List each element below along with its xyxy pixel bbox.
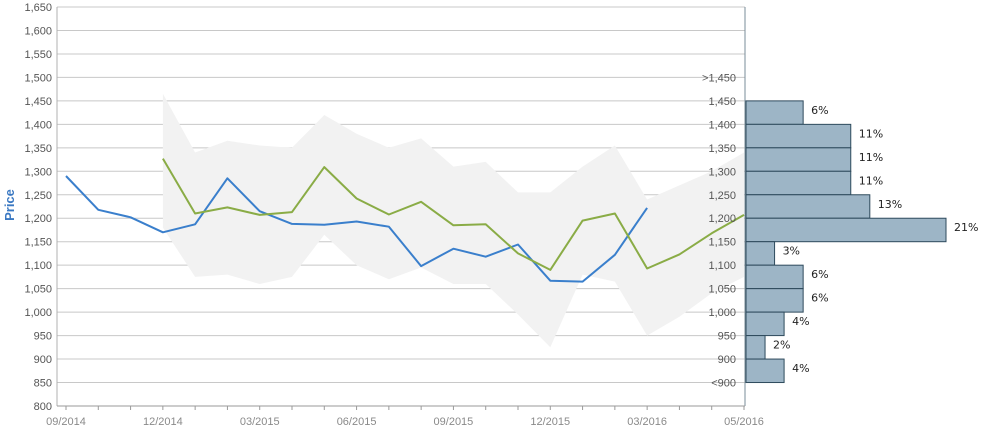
distribution-bin-label: 1,150 [708, 237, 736, 249]
label-layer: Price [2, 189, 17, 221]
distribution-bin-label: 950 [718, 331, 736, 343]
distribution-bin-label: 1,350 [708, 143, 736, 155]
x-tick-label: 05/2016 [724, 416, 764, 428]
distribution-bar [745, 194, 871, 219]
y-tick-label: 900 [34, 354, 52, 366]
y-tick-label: 1,250 [24, 190, 52, 202]
distribution-bar-percent: 11% [859, 127, 883, 140]
y-tick-label: 1,450 [24, 96, 52, 108]
distribution-bin-label: 1,000 [708, 307, 736, 319]
distribution-bar-percent: 6% [811, 104, 828, 117]
distribution-bin-label: 1,400 [708, 119, 736, 131]
y-tick-label: 1,650 [24, 2, 52, 14]
y-tick-label: 1,600 [24, 25, 52, 37]
distribution-bar-percent: 2% [773, 339, 790, 352]
distribution-bar [745, 335, 766, 360]
series-line-green [162, 158, 745, 271]
y-tick-label: 1,400 [24, 119, 52, 131]
axis-layer: 800 850 900 950 1,000 1,050 1,100 1,150 1,200 1,2… [24, 2, 763, 428]
distribution-bar [745, 217, 947, 243]
distribution-bar [745, 123, 852, 149]
distribution-bar [745, 358, 785, 384]
distribution-bar-percent: 3% [783, 245, 800, 258]
x-tick-label: 06/2015 [337, 416, 377, 428]
y-tick-label: 1,050 [24, 284, 52, 296]
forecast-range-band [162, 93, 744, 348]
distribution-bar [745, 241, 776, 266]
y-tick-label: 950 [34, 331, 52, 343]
distribution-bin-label: 1,250 [708, 190, 736, 202]
distribution-bar [745, 170, 852, 196]
distribution-bin-label: >1,450 [702, 72, 736, 84]
y-tick-label: 1,000 [24, 307, 52, 319]
x-tick-label: 09/2015 [434, 416, 474, 428]
distribution-bar [745, 288, 804, 313]
distribution-bar [745, 264, 804, 290]
x-tick-label: 03/2015 [240, 416, 280, 428]
y-tick-label: 1,200 [24, 213, 52, 225]
distribution-bar-percent: 6% [811, 292, 828, 305]
y-axis-label: Price [2, 189, 17, 221]
x-tick-label: 09/2014 [46, 416, 86, 428]
distribution-bar-percent: 21% [954, 221, 978, 234]
y-tick-label: 1,100 [24, 260, 52, 272]
distribution-bar-percent: 4% [792, 362, 809, 375]
y-tick-label: 1,150 [24, 237, 52, 249]
x-tick-label: 12/2015 [530, 416, 570, 428]
x-tick-label: 12/2014 [143, 416, 183, 428]
distribution-bin-label: 1,100 [708, 260, 736, 272]
x-tick-label: 03/2016 [627, 416, 667, 428]
distribution-histogram: 6%11%11%11%13%21%3%6%6%4%2%4%>1,4501,450… [702, 72, 978, 389]
series-line-blue [65, 175, 648, 283]
distribution-bar-percent: 13% [878, 198, 902, 211]
distribution-bar [745, 100, 804, 125]
y-tick-label: 850 [34, 378, 52, 390]
y-tick-label: 800 [34, 401, 52, 413]
y-tick-label: 1,550 [24, 49, 52, 61]
distribution-bin-label: 1,300 [708, 166, 736, 178]
forecast-band-layer [162, 93, 744, 348]
distribution-bin-label: 900 [718, 354, 736, 366]
y-tick-label: 1,300 [24, 166, 52, 178]
distribution-bin-label: 1,200 [708, 213, 736, 225]
y-tick-label: 1,500 [24, 72, 52, 84]
distribution-bar [745, 311, 785, 337]
y-tick-label: 1,350 [24, 143, 52, 155]
distribution-bin-label: <900 [711, 378, 736, 390]
distribution-bin-label: 1,050 [708, 284, 736, 296]
distribution-bar-percent: 6% [811, 268, 828, 281]
distribution-bar-percent: 11% [859, 151, 883, 164]
series-layer [65, 158, 745, 283]
distribution-bar [745, 147, 852, 172]
distribution-bar-percent: 4% [792, 315, 809, 328]
distribution-bar-percent: 11% [859, 174, 883, 187]
distribution-bin-label: 1,450 [708, 96, 736, 108]
